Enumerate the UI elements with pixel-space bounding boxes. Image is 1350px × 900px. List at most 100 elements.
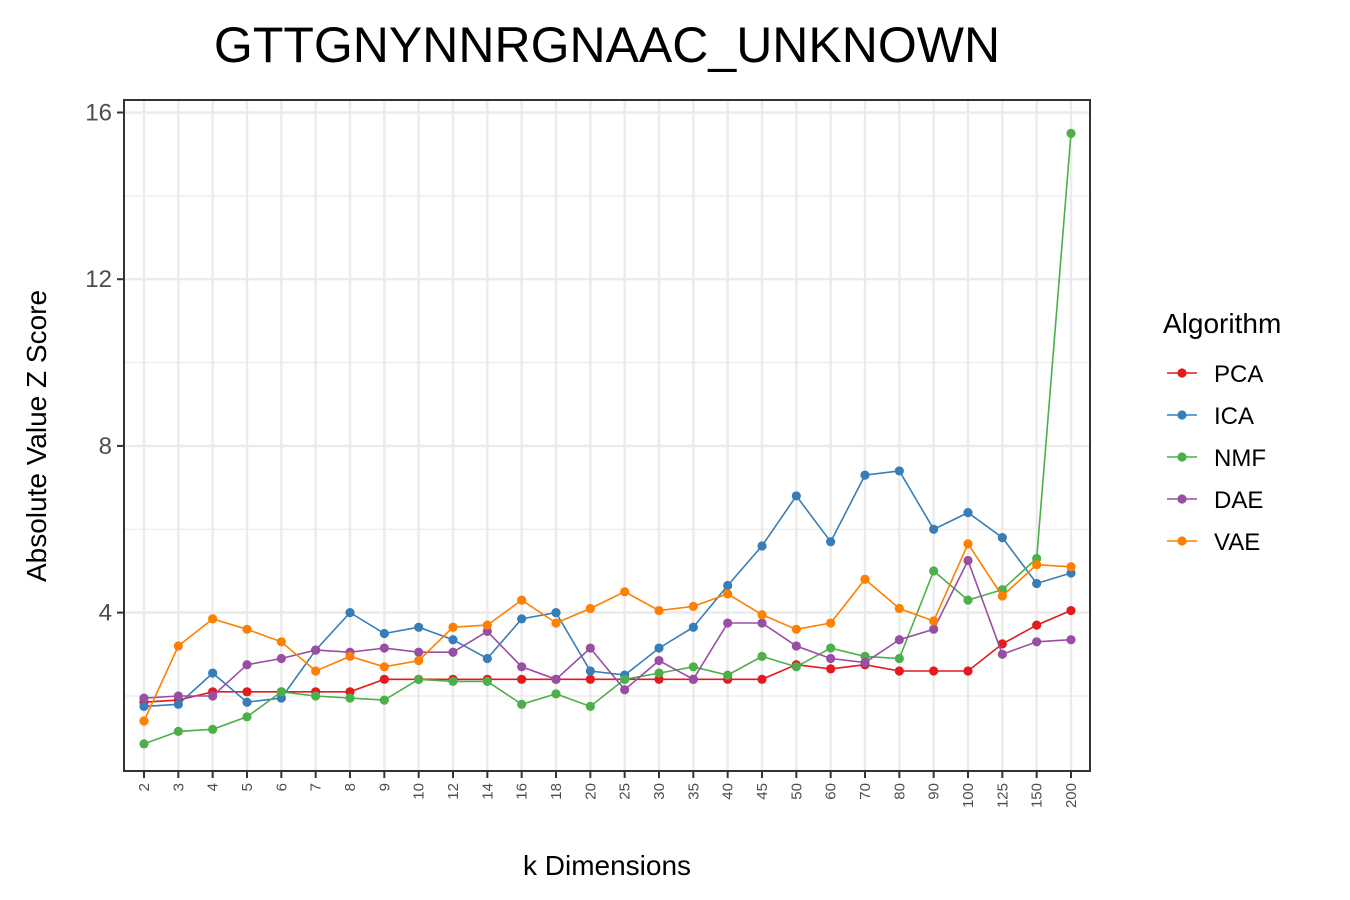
x-tick-label: 150	[1029, 783, 1046, 808]
data-point-nmf	[448, 676, 458, 686]
x-tick-label: 25	[617, 783, 634, 800]
x-tick-label: 60	[823, 783, 840, 800]
data-point-nmf	[345, 693, 355, 703]
data-point-ica	[1032, 578, 1042, 589]
x-axis: 2 3 4 5 6 7 8 9 10 12 14 16 18 20 25 30 35 40 45 50 60 70 80 90…	[136, 771, 1080, 808]
x-tick-label: 6	[273, 783, 290, 791]
data-point-nmf	[379, 695, 389, 705]
x-tick-label: 20	[582, 783, 599, 800]
data-point-dae	[997, 649, 1007, 659]
data-point-nmf	[688, 662, 698, 672]
data-point-dae	[517, 662, 527, 672]
data-point-vae	[585, 603, 595, 614]
data-point-nmf	[826, 643, 836, 653]
data-point-ica	[997, 533, 1007, 543]
x-tick-label: 10	[411, 783, 428, 800]
data-point-dae	[860, 658, 870, 668]
data-point-vae	[276, 637, 286, 647]
legend-label-ica: ICA	[1214, 403, 1254, 430]
x-tick-label: 4	[205, 783, 222, 791]
x-tick-label: 12	[445, 783, 462, 800]
data-point-vae	[929, 616, 939, 626]
data-point-dae	[311, 645, 321, 655]
plot-panel-border	[123, 99, 1091, 772]
data-point-vae	[379, 662, 389, 672]
data-point-pca	[242, 687, 252, 697]
data-point-dae	[757, 618, 767, 628]
data-point-ica	[345, 608, 355, 618]
data-point-dae	[654, 655, 664, 666]
legend-label-dae: DAE	[1214, 487, 1263, 514]
legend: Algorithm PCA ICA NMF DAE VAE	[1163, 308, 1281, 556]
data-point-pca	[826, 664, 836, 674]
data-point-ica	[139, 701, 149, 712]
data-point-vae	[482, 620, 492, 630]
data-point-ica	[791, 491, 801, 501]
data-point-dae	[276, 653, 286, 664]
data-point-pca	[1032, 620, 1042, 630]
data-point-vae	[826, 618, 836, 628]
data-point-dae	[620, 685, 630, 695]
data-point-nmf	[757, 651, 767, 661]
data-point-dae	[379, 643, 389, 653]
x-tick-label: 14	[479, 783, 496, 800]
data-point-pca	[963, 666, 973, 676]
data-point-ica	[448, 635, 458, 645]
data-point-dae	[208, 691, 218, 701]
series-line-pca	[143, 609, 1072, 703]
data-point-vae	[894, 603, 904, 614]
x-tick-label: 5	[239, 783, 256, 791]
data-point-pca	[929, 666, 939, 676]
data-point-dae	[894, 635, 904, 645]
x-tick-label: 18	[548, 783, 565, 800]
data-point-nmf	[173, 726, 183, 737]
x-tick-label: 100	[960, 783, 977, 808]
data-point-ica	[757, 541, 767, 551]
data-point-pca	[585, 674, 595, 684]
x-tick-label: 16	[514, 783, 531, 800]
data-point-vae	[620, 587, 630, 597]
data-point-nmf	[585, 701, 595, 712]
legend-key-point	[1177, 536, 1187, 546]
data-point-ica	[482, 653, 492, 664]
data-point-pca	[894, 666, 904, 676]
y-tick-label: 16	[85, 100, 112, 127]
data-point-ica	[551, 608, 561, 618]
data-point-dae	[929, 624, 939, 634]
data-point-nmf	[1066, 128, 1076, 138]
data-point-ica	[688, 622, 698, 632]
data-point-dae	[723, 618, 733, 628]
chart-title: GTTGNYNNRGNAAC_UNKNOWN	[214, 17, 1000, 73]
series-layer	[139, 128, 1076, 749]
data-point-ica	[826, 537, 836, 547]
series-line-nmf	[143, 133, 1072, 745]
data-point-vae	[208, 614, 218, 624]
data-point-ica	[208, 668, 218, 678]
series-line-vae	[143, 542, 1072, 722]
data-point-vae	[1032, 560, 1042, 570]
data-point-nmf	[963, 595, 973, 605]
data-point-nmf	[551, 689, 561, 699]
data-point-nmf	[311, 691, 321, 701]
x-tick-label: 80	[891, 783, 908, 800]
data-point-ica	[860, 470, 870, 480]
x-tick-label: 125	[994, 783, 1011, 808]
x-tick-label: 200	[1063, 783, 1080, 808]
data-point-vae	[757, 610, 767, 620]
series-ica	[139, 466, 1076, 712]
x-tick-label: 40	[720, 783, 737, 800]
data-point-dae	[173, 691, 183, 701]
data-point-pca	[517, 674, 527, 684]
x-tick-label: 70	[857, 783, 874, 800]
data-point-vae	[723, 589, 733, 599]
data-point-vae	[345, 651, 355, 661]
y-tick-label: 12	[85, 266, 112, 293]
data-point-vae	[139, 716, 149, 726]
data-point-dae	[242, 660, 252, 670]
legend-title: Algorithm	[1163, 308, 1281, 339]
data-point-vae	[517, 595, 527, 605]
data-point-dae	[963, 555, 973, 566]
series-nmf	[139, 128, 1076, 749]
data-point-nmf	[654, 668, 664, 678]
